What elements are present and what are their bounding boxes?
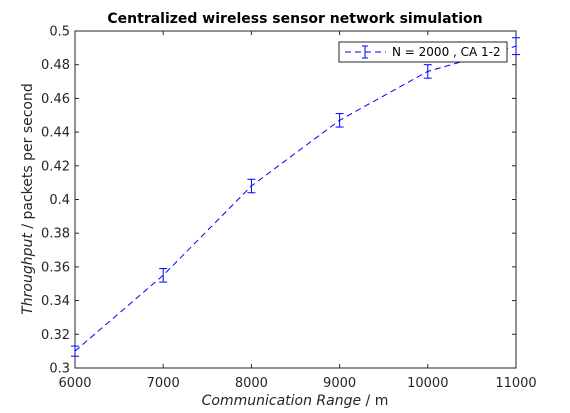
y-tick-label: 0.3 <box>49 362 70 377</box>
legend: N = 2000 , CA 1-2 <box>338 41 508 63</box>
x-tick-label: 10000 <box>407 376 448 391</box>
x-tick-label: 7000 <box>147 376 180 391</box>
legend-box <box>338 41 508 63</box>
x-tick-label: 9000 <box>323 376 356 391</box>
x-tick-label: 8000 <box>235 376 268 391</box>
y-tick-label: 0.48 <box>41 58 70 73</box>
y-tick-label: 0.38 <box>41 227 70 242</box>
y-tick-label: 0.4 <box>49 193 70 208</box>
plot-area <box>74 30 517 369</box>
y-tick-label: 0.5 <box>49 25 70 40</box>
x-axis-label: Communication Range / m <box>202 393 389 409</box>
y-tick-label: 0.44 <box>41 126 70 141</box>
x-axis-ticks: 6000 7000 8000 9000 10000 11000 <box>58 31 537 391</box>
x-tick-label: 6000 <box>58 376 91 391</box>
y-axis-ticks: 0.3 0.32 0.34 0.36 0.38 0.4 0.42 0.44 0.46 0.48 0.… <box>41 25 516 377</box>
y-axis-label: Throughput / packets per second <box>20 83 36 315</box>
chart-title: Centralized wireless sensor network simu… <box>107 11 482 27</box>
y-tick-label: 0.32 <box>41 328 70 343</box>
y-tick-label: 0.34 <box>41 294 70 309</box>
y-tick-label: 0.42 <box>41 159 70 174</box>
x-tick-label: 11000 <box>495 376 536 391</box>
y-tick-label: 0.36 <box>41 260 70 275</box>
data-series <box>71 37 520 357</box>
legend-label: N = 2000 , CA 1-2 <box>392 45 501 59</box>
y-tick-label: 0.46 <box>41 92 70 107</box>
